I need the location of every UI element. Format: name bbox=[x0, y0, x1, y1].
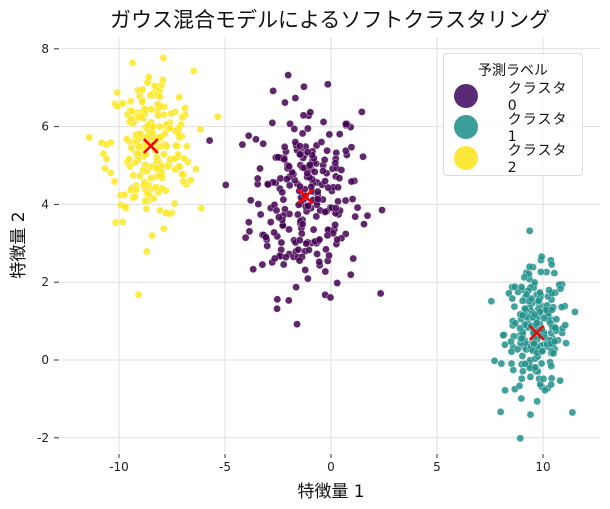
y-axis-label: 特徴量 2 bbox=[9, 211, 29, 278]
legend-label: クラスタ 2 bbox=[507, 142, 568, 176]
x-tick-label: 10 bbox=[535, 460, 550, 474]
legend-item-cluster-0: クラスタ 0 bbox=[444, 80, 582, 114]
y-tick-label: 0 bbox=[41, 353, 49, 367]
legend-item-cluster-2: クラスタ 2 bbox=[444, 142, 582, 176]
y-tick-label: 6 bbox=[41, 120, 49, 134]
legend-label: クラスタ 0 bbox=[507, 80, 568, 114]
x-axis-label: 特徴量 1 bbox=[297, 482, 364, 502]
cluster-0-swatch-icon bbox=[454, 83, 478, 108]
data-points bbox=[85, 54, 579, 443]
series-クラスタ 2 bbox=[85, 54, 222, 299]
centroid-x-icon bbox=[528, 324, 545, 341]
y-tick-label: 2 bbox=[41, 275, 49, 289]
y-tick-label: -2 bbox=[37, 431, 49, 445]
x-axis-ticks: -10 -5 0 5 10 bbox=[109, 454, 551, 474]
x-tick-label: 5 bbox=[433, 460, 441, 474]
x-tick-label: -10 bbox=[109, 460, 129, 474]
y-tick-label: 8 bbox=[41, 42, 49, 56]
chart-title: ガウス混合モデルによるソフトクラスタリング bbox=[110, 8, 550, 32]
centroid-x-icon bbox=[297, 188, 314, 205]
legend-label: クラスタ 1 bbox=[507, 111, 568, 145]
centroid-x-icon bbox=[142, 138, 159, 154]
x-tick-label: 0 bbox=[327, 460, 335, 474]
legend-item-cluster-1: クラスタ 1 bbox=[444, 111, 582, 145]
x-tick-label: -5 bbox=[219, 460, 231, 474]
legend-title: 予測ラベル bbox=[478, 63, 548, 79]
y-axis-ticks: -2 0 2 4 6 8 bbox=[37, 42, 59, 445]
cluster-2-swatch-icon bbox=[454, 145, 478, 170]
y-tick-label: 4 bbox=[41, 197, 49, 211]
cluster-1-swatch-icon bbox=[454, 114, 478, 139]
centroid-markers bbox=[142, 138, 545, 341]
series-クラスタ 0 bbox=[205, 71, 386, 329]
legend: 予測ラベル クラスタ 0 クラスタ 1 クラスタ 2 bbox=[443, 53, 583, 176]
